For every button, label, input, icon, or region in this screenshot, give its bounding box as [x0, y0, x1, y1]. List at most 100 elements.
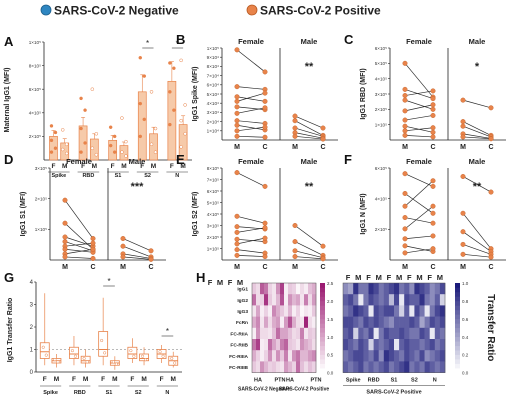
- data-point: [83, 141, 87, 145]
- pair-line: [404, 89, 434, 99]
- data-point: [60, 128, 65, 132]
- point-cord: [148, 248, 154, 254]
- data-point: [124, 139, 128, 144]
- box-s2-f: [127, 346, 138, 359]
- heatmap-cell-negative: [312, 316, 317, 329]
- heatmap-cell-positive: [373, 339, 379, 351]
- data-point: [64, 142, 69, 147]
- heatmap-cell-positive: [388, 361, 395, 373]
- heatmap-cell-positive: [404, 283, 410, 295]
- pair-line: [236, 49, 266, 73]
- y-tick-label: 1×10⁵: [207, 46, 219, 51]
- heatmap-cell-positive: [383, 339, 390, 351]
- heatmap-cell-negative: [296, 350, 301, 362]
- heatmap-cell-negative: [252, 283, 257, 295]
- heatmap-cell-positive: [404, 327, 410, 340]
- heatmap-cell-negative: [296, 294, 301, 306]
- x-tick-label-m: M: [402, 144, 408, 151]
- heatmap-cell-positive: [394, 305, 400, 317]
- heatmap-cell-positive: [343, 283, 349, 295]
- pair-line: [64, 199, 94, 239]
- heatmap-cell-negative: [300, 339, 305, 351]
- heatmap-cell-positive: [399, 305, 405, 317]
- heatmap-cell-negative: [280, 339, 285, 351]
- point-cord: [430, 88, 436, 94]
- box-point: [170, 356, 174, 361]
- box-point: [56, 360, 60, 364]
- group-label-n: N: [165, 390, 169, 396]
- colorbar-left-tick: 2.5: [327, 281, 334, 286]
- box-point: [103, 351, 107, 355]
- heatmap-cell-positive: [348, 327, 354, 340]
- colorbar-right-segment: [455, 309, 460, 315]
- x-tick-label: M: [180, 163, 185, 170]
- heatmap-cell-positive: [358, 283, 364, 295]
- pair-line: [122, 253, 152, 259]
- heatmap-cell-positive: [394, 283, 400, 295]
- heatmap-cell-negative: [260, 327, 265, 340]
- facet-label-male: Male: [469, 37, 486, 46]
- data-point: [138, 134, 143, 139]
- colorbar-left-segment: [320, 296, 325, 302]
- colorbar-left-segment: [320, 305, 325, 311]
- heatmap-cell-positive: [388, 350, 395, 362]
- colorbar-left-segment: [320, 354, 325, 360]
- panel-label-e: E: [176, 152, 185, 167]
- heatmap-cell-negative: [296, 339, 301, 351]
- heatmap-cell-negative: [308, 294, 313, 306]
- heatmap-cell-negative: [256, 327, 261, 340]
- heatmap-cell-positive: [404, 361, 410, 373]
- pair-line: [462, 244, 492, 255]
- point-maternal: [234, 110, 240, 116]
- heatmap-cell-positive: [353, 327, 359, 340]
- colorbar-left-segment: [320, 283, 325, 288]
- heatmap-cell-positive: [368, 316, 374, 329]
- heatmap-cell-positive: [439, 350, 446, 362]
- heatmap-row-label: FC-RIIIA: [229, 354, 248, 360]
- point-cord: [320, 125, 326, 131]
- point-cord: [430, 183, 436, 189]
- significance-marker: **: [305, 181, 314, 193]
- heatmap-cell-negative: [300, 316, 305, 329]
- significance-marker: *: [176, 39, 179, 48]
- data-point: [142, 117, 147, 122]
- heatmap-cell-positive: [348, 350, 354, 362]
- heatmap-cell-negative: [288, 350, 293, 362]
- point-maternal: [292, 254, 298, 260]
- y-tick-label: 3×10⁴: [207, 110, 219, 115]
- heatmap-cell-negative: [304, 327, 309, 340]
- heatmap-cell-positive: [434, 294, 441, 306]
- x-tick-label: F: [140, 163, 144, 170]
- box-point: [85, 360, 89, 364]
- heatmap-cell-positive: [373, 316, 379, 329]
- legend-negative-label: SARS-CoV-2 Negative: [54, 4, 179, 18]
- heatmap-cell-positive: [429, 327, 436, 340]
- heatmap-cell-positive: [383, 305, 390, 317]
- heatmap-cell-positive: [358, 316, 364, 329]
- heatmap-cell-positive: [358, 294, 364, 306]
- colorbar-right-segment: [455, 323, 460, 329]
- heatmap-cell-positive: [378, 327, 385, 340]
- point-cord: [488, 254, 494, 260]
- heatmap-cell-negative: [280, 283, 285, 295]
- heatmap-cell-negative: [292, 327, 297, 340]
- data-point: [94, 153, 99, 157]
- heatmap-cell-negative: [272, 339, 277, 351]
- point-maternal: [402, 132, 408, 138]
- facet-label-male: Male: [301, 157, 318, 166]
- data-point: [172, 66, 176, 70]
- y-tick-label: 1: [30, 348, 34, 354]
- box-point: [114, 362, 118, 366]
- heatmap-cell-positive: [383, 361, 390, 373]
- point-maternal: [402, 226, 408, 232]
- pair-line: [404, 180, 434, 207]
- point-cord: [262, 225, 268, 231]
- colorbar-left-segment: [320, 318, 325, 324]
- heatmap-cell-positive: [373, 305, 379, 317]
- pair-line: [404, 235, 434, 240]
- pair-line: [236, 106, 266, 110]
- y-tick-label: 0: [30, 370, 34, 376]
- data-point: [168, 90, 172, 94]
- point-maternal: [402, 117, 408, 123]
- pair-line: [236, 238, 266, 242]
